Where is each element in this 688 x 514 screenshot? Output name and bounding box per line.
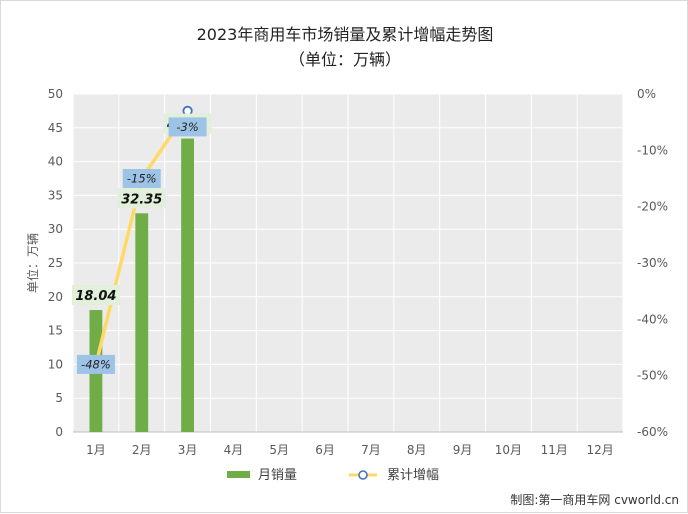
x-tick-label: 2月 bbox=[132, 443, 152, 457]
line-value-label-bg bbox=[122, 169, 161, 188]
legend: 月销量 累计增幅 bbox=[227, 468, 439, 483]
y2-tick-label: -60% bbox=[637, 425, 668, 439]
bar-value-label: 18.04 bbox=[75, 289, 116, 304]
x-tick-label: 3月 bbox=[178, 443, 198, 457]
x-tick-label: 9月 bbox=[453, 443, 473, 457]
legend-swatch-bar bbox=[227, 471, 250, 478]
y-tick-label: 50 bbox=[48, 87, 63, 101]
x-tick-label: 8月 bbox=[407, 443, 427, 457]
y2-tick-label: -20% bbox=[637, 200, 668, 214]
legend-swatch-marker bbox=[358, 470, 368, 480]
y-tick-label: 25 bbox=[48, 256, 63, 270]
chart-title: 2023年商用车市场销量及累计增幅走势图 bbox=[197, 25, 494, 44]
x-tick-label: 7月 bbox=[361, 443, 381, 457]
line-value-label-bg bbox=[168, 117, 207, 137]
bar-value-label: 32.35 bbox=[121, 192, 162, 207]
line-value-label: -15% bbox=[127, 172, 157, 186]
y-tick-label: 0 bbox=[55, 425, 63, 439]
legend-label-line: 累计增幅 bbox=[387, 468, 439, 483]
x-tick-label: 1月 bbox=[86, 443, 106, 457]
y-tick-label: 15 bbox=[48, 324, 63, 338]
bar-value-label-bg bbox=[71, 285, 120, 306]
y2-tick-label: -10% bbox=[637, 143, 668, 157]
y2-tick-label: 0% bbox=[637, 87, 656, 101]
y-axis-label: 单位：万辆 bbox=[25, 233, 40, 293]
y2-tick-label: -40% bbox=[637, 312, 668, 326]
bar bbox=[135, 213, 149, 432]
x-tick-label: 4月 bbox=[224, 443, 244, 457]
y-tick-label: 10 bbox=[48, 357, 63, 371]
x-tick-label: 6月 bbox=[315, 443, 335, 457]
legend-label-bar: 月销量 bbox=[258, 468, 297, 483]
line-value-label-bg bbox=[76, 354, 115, 374]
bar bbox=[181, 138, 194, 432]
y-tick-label: 40 bbox=[48, 155, 63, 169]
y-tick-label: 20 bbox=[48, 290, 63, 304]
bar-value-label-bg bbox=[117, 188, 166, 209]
axes: 0 5 10 15 20 25 30 35 40 45 50 0% -10% -20% -30% -40% -5… bbox=[48, 87, 668, 457]
y2-tick-label: -30% bbox=[637, 256, 668, 270]
x-tick-label: 12月 bbox=[586, 443, 613, 457]
y2-tick-label: -50% bbox=[637, 369, 668, 383]
y-tick-label: 45 bbox=[48, 121, 63, 135]
x-tick-label: 11月 bbox=[541, 443, 568, 457]
source-credit: 制图:第一商用车网 cvworld.cn bbox=[510, 492, 679, 507]
x-tick-label: 10月 bbox=[495, 443, 522, 457]
line-value-label: -48% bbox=[81, 357, 111, 371]
chart-subtitle: （单位：万辆） bbox=[289, 50, 401, 69]
x-tick-label: 5月 bbox=[269, 443, 289, 457]
y-tick-label: 5 bbox=[55, 391, 63, 405]
y-tick-label: 35 bbox=[48, 188, 63, 202]
line-value-label: -3% bbox=[176, 120, 198, 134]
y-tick-label: 30 bbox=[48, 222, 63, 236]
